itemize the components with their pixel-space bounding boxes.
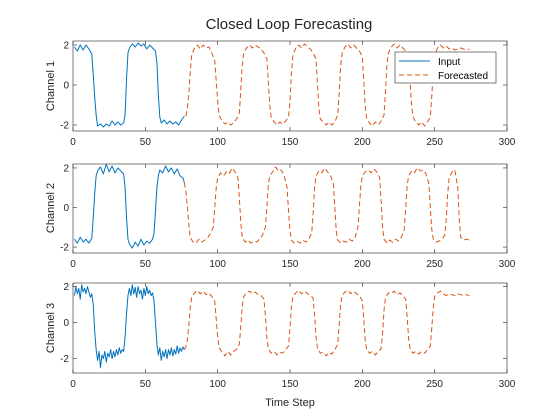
x-tick-label: 100 xyxy=(209,379,226,390)
series-layer xyxy=(74,42,470,128)
series-layer xyxy=(74,163,470,249)
x-tick-label: 0 xyxy=(70,137,76,148)
x-tick-label: 150 xyxy=(282,259,299,270)
x-axis-label: Time Step xyxy=(265,397,315,409)
x-tick-label: 100 xyxy=(209,137,226,148)
input-series-line xyxy=(74,42,185,128)
y-axis-label: Channel 3 xyxy=(45,303,57,353)
x-tick-label: 150 xyxy=(282,137,299,148)
x-tick-label: 300 xyxy=(499,379,516,390)
x-tick-label: 300 xyxy=(499,259,516,270)
x-tick-label: 0 xyxy=(70,259,76,270)
figure-title: Closed Loop Forecasting xyxy=(206,16,373,33)
x-tick-label: 50 xyxy=(140,137,152,148)
y-tick-label: 0 xyxy=(63,81,69,92)
legend-forecast-label: Forecasted xyxy=(438,71,488,82)
x-tick-label: 200 xyxy=(354,137,371,148)
subplot-channel-2: 0 50 100 150 200 250 300-202 Channel 2 xyxy=(45,163,516,270)
tick-layer: 0 50 100 150 200 250 300-202 xyxy=(60,163,516,270)
legend[interactable]: Input Forecasted xyxy=(394,51,497,84)
plot-area xyxy=(72,282,508,374)
x-tick-label: 50 xyxy=(140,259,152,270)
x-tick-label: 300 xyxy=(499,137,516,148)
y-tick-label: 2 xyxy=(63,41,69,52)
input-series-line xyxy=(74,163,185,249)
x-tick-label: 250 xyxy=(426,259,443,270)
x-tick-label: 50 xyxy=(140,379,152,390)
tick-layer: 0 50 100 150 200 250 300 -2 0 2 xyxy=(60,282,516,390)
x-tick-label: 250 xyxy=(426,137,443,148)
y-tick-label: -2 xyxy=(60,121,69,132)
series-layer xyxy=(73,284,470,369)
x-tick-label: 200 xyxy=(354,379,371,390)
y-tick-label: -2 xyxy=(60,243,69,254)
legend-box xyxy=(394,51,497,84)
forecast-series-line xyxy=(185,43,470,127)
x-tick-label: 100 xyxy=(209,259,226,270)
forecast-series-line xyxy=(183,289,470,357)
tick-layer: 0 50 100 150 200 250 300-202 xyxy=(60,41,516,149)
subplot-channel-3: 0 50 100 150 200 250 300 -2 0 2 Channel 3 xyxy=(45,282,516,390)
y-tick-label: -2 xyxy=(60,354,69,365)
y-tick-label: 2 xyxy=(63,282,69,293)
y-axis-label: Channel 1 xyxy=(45,61,57,111)
plot-area xyxy=(72,163,508,254)
x-tick-label: 150 xyxy=(282,379,299,390)
y-tick-label: 0 xyxy=(63,203,69,214)
x-tick-label: 0 xyxy=(70,379,76,390)
legend-input-label: Input xyxy=(438,57,460,68)
x-tick-label: 250 xyxy=(426,379,443,390)
y-axis-label: Channel 2 xyxy=(45,183,57,233)
x-tick-label: 200 xyxy=(354,259,371,270)
y-tick-label: 2 xyxy=(63,163,69,174)
input-series-line xyxy=(73,284,185,369)
y-tick-label: 0 xyxy=(63,318,69,329)
forecast-series-line xyxy=(183,166,470,244)
